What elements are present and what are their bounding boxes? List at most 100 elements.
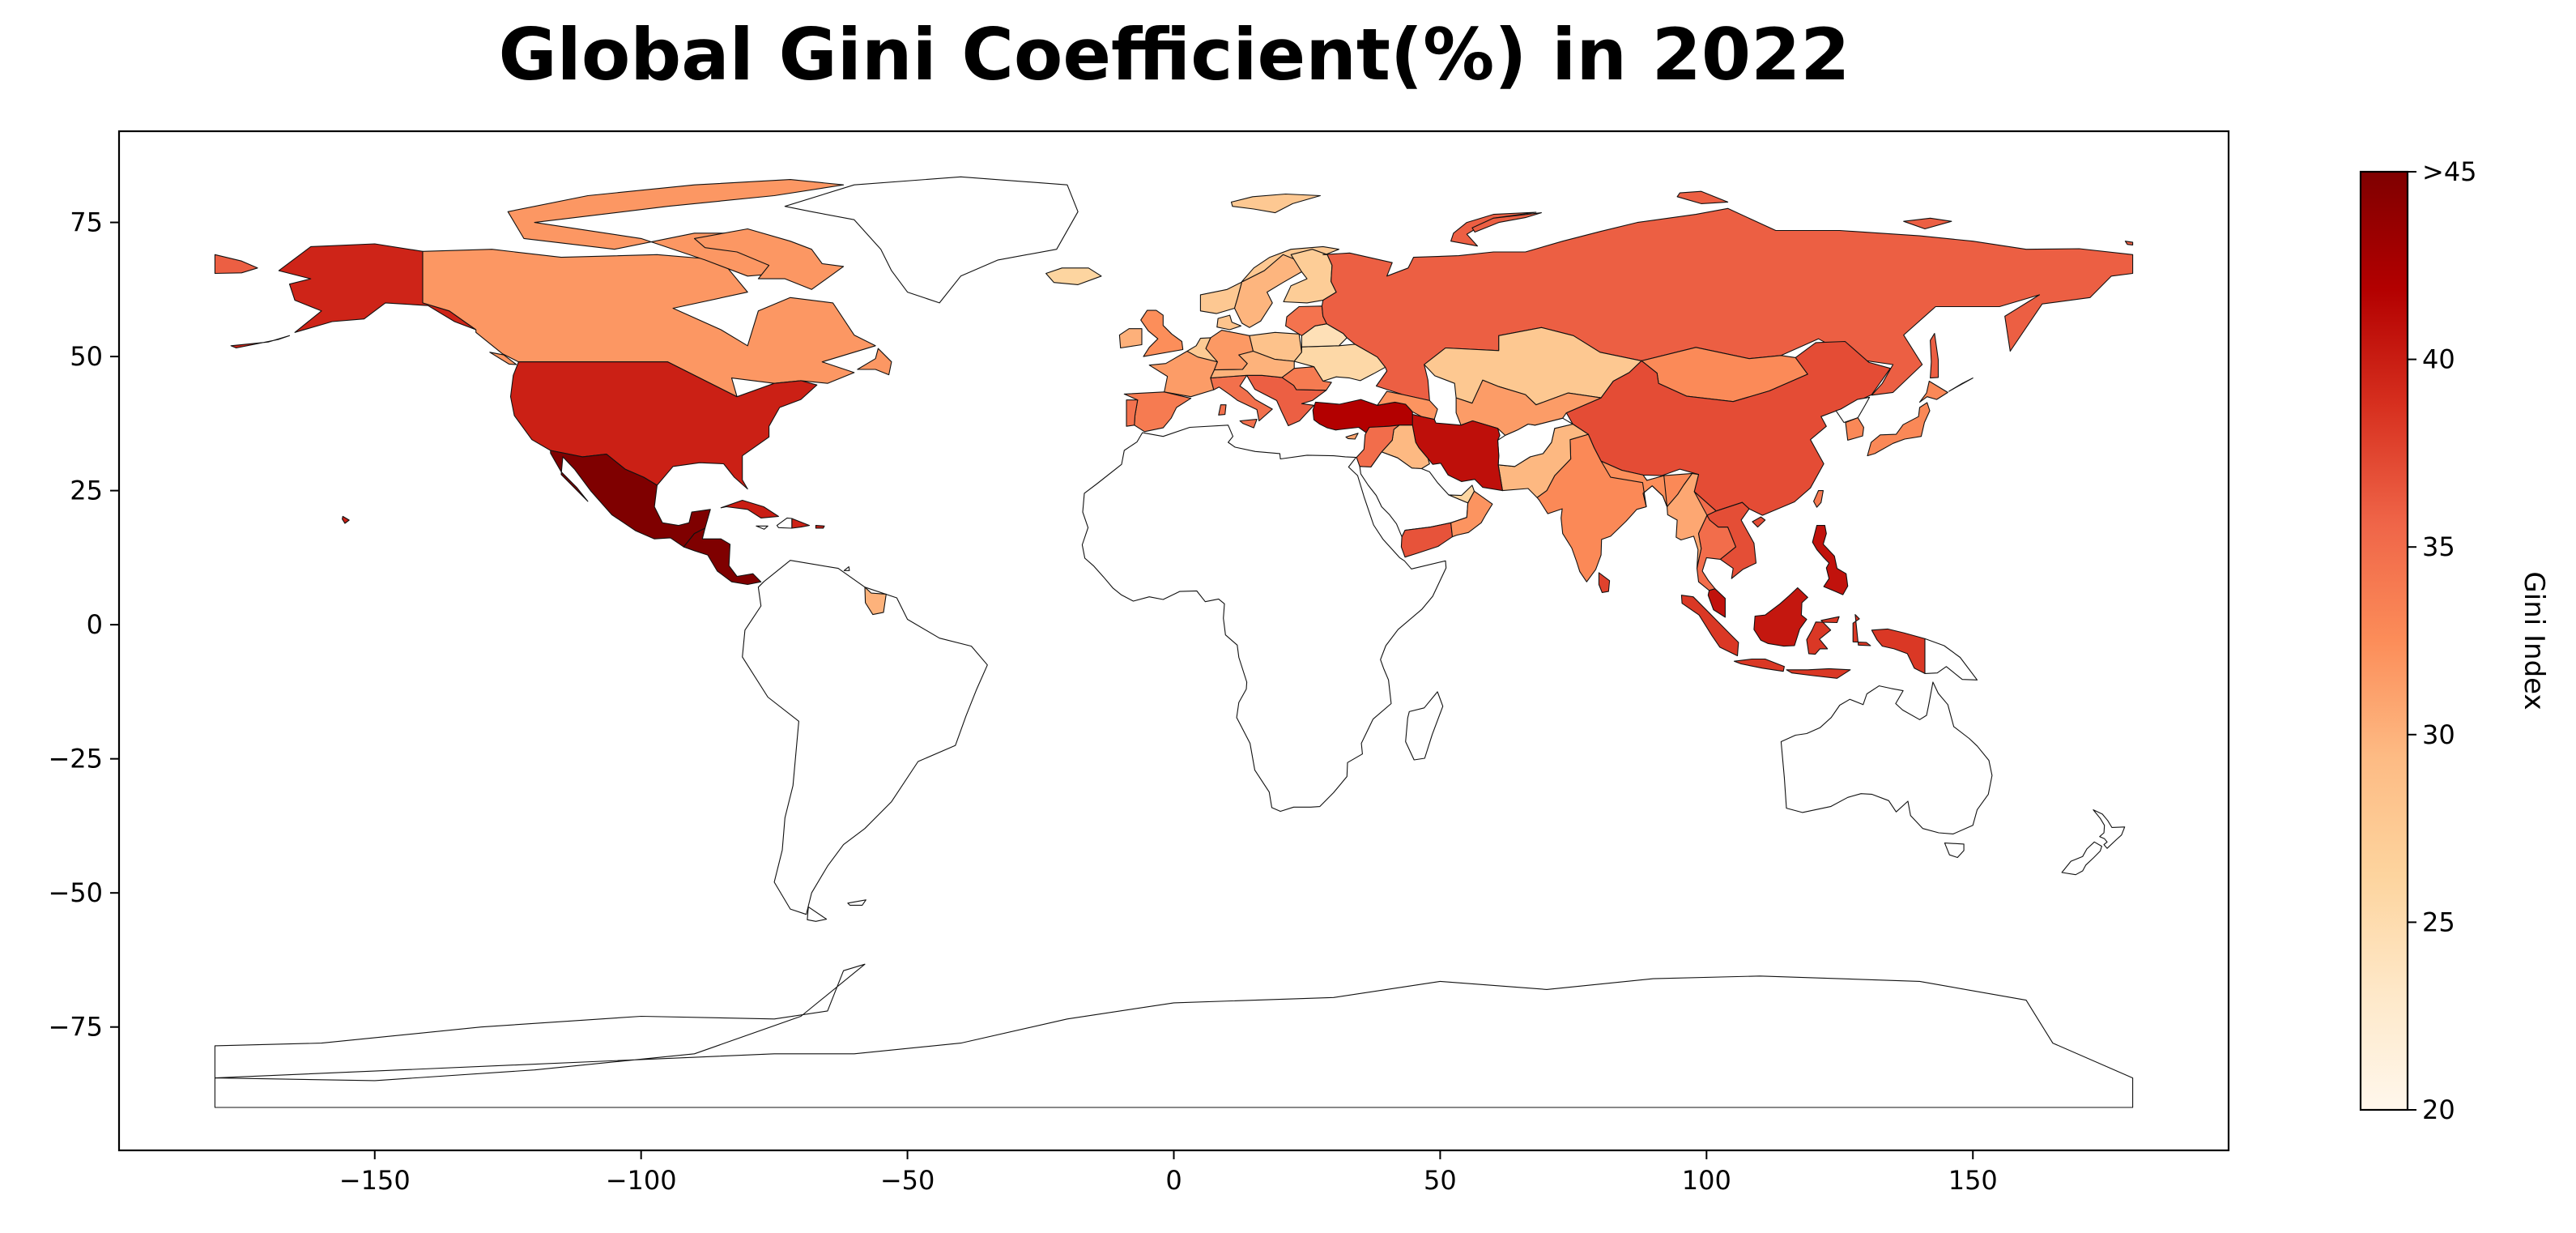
region-antarctica: Antarctica bbox=[214, 963, 2134, 1108]
x-tick-label: 100 bbox=[1682, 1165, 1731, 1196]
region-jamaica: Jamaica bbox=[756, 525, 769, 530]
region-new-guinea-indonesia: New Guinea Indonesia: 38.3 bbox=[1871, 628, 1926, 674]
region-australia: Australia bbox=[1780, 681, 1993, 834]
region-new-zealand-north: New Zealand North bbox=[2093, 809, 2126, 849]
region-russia: Russia: 36 bbox=[1321, 207, 2134, 401]
y-tick-label: −75 bbox=[48, 1012, 103, 1043]
region-guyana-suriname: Guyana Suriname: 30 bbox=[864, 587, 887, 616]
region-yemen: Yemen: 36.7 bbox=[1400, 522, 1454, 558]
colorbar-gradient bbox=[2359, 170, 2409, 1111]
colorbar-tick-label: 35 bbox=[2422, 531, 2455, 562]
region-newfoundland: Newfoundland: 31.8 bbox=[857, 348, 892, 376]
region-greenland: Greenland bbox=[784, 176, 1079, 304]
region-svalbard: Svalbard: 27.7 bbox=[1230, 193, 1321, 214]
region-papua-new-guinea: Papua New Guinea bbox=[1924, 638, 1978, 680]
region-aleutians: Aleutians: 39.5 bbox=[230, 335, 291, 349]
region-cyprus-crete: Cyprus Crete: 31 bbox=[1345, 433, 1359, 440]
region-malaysia-peninsula: Malaysia Peninsula: 40.7 bbox=[1707, 588, 1726, 618]
x-axis: −150 −100 −50 0 50 100 150 bbox=[339, 1150, 1998, 1196]
y-tick-label: −50 bbox=[48, 877, 103, 908]
region-sardinia-sicily-corsica: Sardinia Sicily Corsica: 34.8 bbox=[1218, 404, 1227, 416]
region-ireland: Ireland: 30.1 bbox=[1118, 328, 1143, 349]
region-south-korea: South Korea: 32.9 bbox=[1845, 417, 1864, 441]
colorbar-tick-label: 25 bbox=[2422, 907, 2455, 937]
region-vancouver-island: Vancouver Island: 31.8 bbox=[489, 352, 517, 365]
region-sulawesi: Sulawesi: 38.3 bbox=[1806, 616, 1840, 655]
region-iceland: Iceland: 26.1 bbox=[1045, 267, 1102, 285]
region-taiwan: Taiwan: 34 bbox=[1813, 490, 1824, 508]
region-new-zealand-south: New Zealand South bbox=[2061, 841, 2102, 876]
region-novaya-zemlya-north: Novaya Zemlya North: 36 bbox=[1471, 212, 1542, 233]
region-tasmania: Tasmania bbox=[1944, 843, 1965, 859]
y-tick-label: 50 bbox=[70, 341, 103, 372]
region-oman: Oman: 32 bbox=[1450, 490, 1493, 538]
region-halmahera-moluccas: Halmahera Moluccas: 38.3 bbox=[1852, 614, 1871, 646]
region-central-america: Central America: 46.5 bbox=[683, 527, 762, 586]
region-chukotka-west: Chukotka West: 36 bbox=[214, 254, 258, 275]
region-nepal-bangladesh-bhutan: Nepal Bangladesh Bhutan: 32.4 bbox=[1600, 460, 1668, 508]
region-united-states: United States: 39.8 bbox=[509, 361, 818, 490]
region-sumatra: Sumatra: 38.3 bbox=[1680, 595, 1739, 657]
region-north-korea: North Korea bbox=[1835, 396, 1871, 424]
region-italy: Italy: 34.8 bbox=[1210, 374, 1273, 422]
colorbar-ticks: 20 25 30 35 40 >45 bbox=[2408, 156, 2477, 1125]
region-falklands: Falklands bbox=[847, 899, 866, 906]
region-africa: Africa bbox=[1081, 425, 1447, 813]
region-sakhalin: Sakhalin: 36 bbox=[1930, 333, 1939, 379]
region-united-arab-emirates: United Arab Emirates: 26 bbox=[1448, 484, 1475, 504]
y-tick-label: 0 bbox=[87, 609, 103, 640]
x-tick-label: −150 bbox=[339, 1165, 411, 1196]
region-benelux: Benelux: 27.5 bbox=[1186, 337, 1218, 363]
colorbar: 20 25 30 35 40 >45 Gini Index bbox=[2359, 156, 2550, 1125]
chart-title: Global Gini Coefficient(%) in 2022 bbox=[498, 13, 1850, 96]
x-tick-label: 50 bbox=[1424, 1165, 1457, 1196]
colorbar-tick-label: 20 bbox=[2422, 1094, 2455, 1125]
region-hispaniola-haiti: Hispaniola Haiti bbox=[776, 517, 793, 529]
countries-layer: Alaska: 39.5Canada: 31.8Canadian Arctic … bbox=[214, 176, 2134, 1108]
region-baffin-island: Baffin Island: 31.8 bbox=[693, 228, 845, 290]
colorbar-tick-label: 40 bbox=[2422, 344, 2455, 375]
region-java: Java: 38.3 bbox=[1733, 658, 1785, 672]
region-madagascar: Madagascar bbox=[1405, 691, 1444, 761]
region-trinidad: Trinidad bbox=[843, 566, 850, 571]
region-denmark: Denmark: 28.3 bbox=[1216, 314, 1241, 331]
region-japan: Japan: 32.9 bbox=[1867, 402, 1931, 457]
region-wrangel-island: Wrangel Island: 36 bbox=[2124, 241, 2134, 245]
x-tick-label: −50 bbox=[880, 1165, 935, 1196]
region-alaska: Alaska: 39.5 bbox=[278, 243, 477, 333]
colorbar-label: Gini Index bbox=[2518, 571, 2550, 710]
region-canada: Canada: 31.8 bbox=[422, 249, 876, 398]
x-tick-label: 150 bbox=[1948, 1165, 1998, 1196]
region-dominican-republic: Dominican Republic: 39.6 bbox=[791, 518, 811, 529]
region-sri-lanka: Sri Lanka: 37.7 bbox=[1598, 572, 1611, 593]
y-tick-label: −25 bbox=[48, 744, 103, 774]
region-china: China: 37.1 bbox=[1565, 340, 1891, 516]
region-sakhalin-kurils: Sakhalin Kurils: 36 bbox=[1948, 378, 1974, 392]
colorbar-tick-label: >45 bbox=[2422, 156, 2477, 187]
region-laos-vietnam-cambodia: Laos Vietnam Cambodia: 37 bbox=[1706, 501, 1757, 579]
region-caucasus: Caucasus: 32 bbox=[1377, 390, 1438, 420]
region-balkans: Balkans: 36 bbox=[1246, 374, 1327, 427]
region-russian-arctic-islands: Russian Arctic Islands: 36 bbox=[1450, 211, 1537, 247]
region-hokkaido: Hokkaido: 32.9 bbox=[1918, 380, 1948, 403]
region-new-siberian-islands: New Siberian Islands: 36 bbox=[1903, 217, 1952, 230]
region-puerto-rico: Puerto Rico: 40 bbox=[815, 525, 825, 529]
region-portugal: Portugal: 34.6 bbox=[1126, 399, 1139, 427]
region-philippines: Philippines: 40.7 bbox=[1812, 525, 1849, 595]
region-lesser-sunda: Lesser Sunda: 38.3 bbox=[1786, 668, 1851, 679]
region-south-america: South America bbox=[742, 560, 988, 915]
x-tick-label: −100 bbox=[606, 1165, 677, 1196]
region-tierra-del-fuego: Tierra del Fuego bbox=[807, 906, 828, 922]
region-sicily: Sicily: 34.8 bbox=[1239, 419, 1258, 429]
colorbar-tick-label: 30 bbox=[2422, 719, 2455, 750]
region-hainan: Hainan: 37.1 bbox=[1752, 516, 1766, 528]
region-franz-josef-and-severnaya: Franz Josef and Severnaya: 36 bbox=[1676, 190, 1729, 204]
y-axis: 75 50 25 0 −25 −50 −75 bbox=[48, 207, 119, 1043]
y-tick-label: 25 bbox=[70, 476, 103, 506]
region-united-kingdom: United Kingdom: 32.4 bbox=[1140, 309, 1184, 357]
region-central-europe: Central Europe: 30 bbox=[1210, 350, 1295, 379]
region-borneo: Borneo: 40.4 bbox=[1753, 587, 1808, 647]
region-cuba: Cuba: 40 bbox=[720, 499, 779, 518]
x-tick-label: 0 bbox=[1165, 1165, 1182, 1196]
